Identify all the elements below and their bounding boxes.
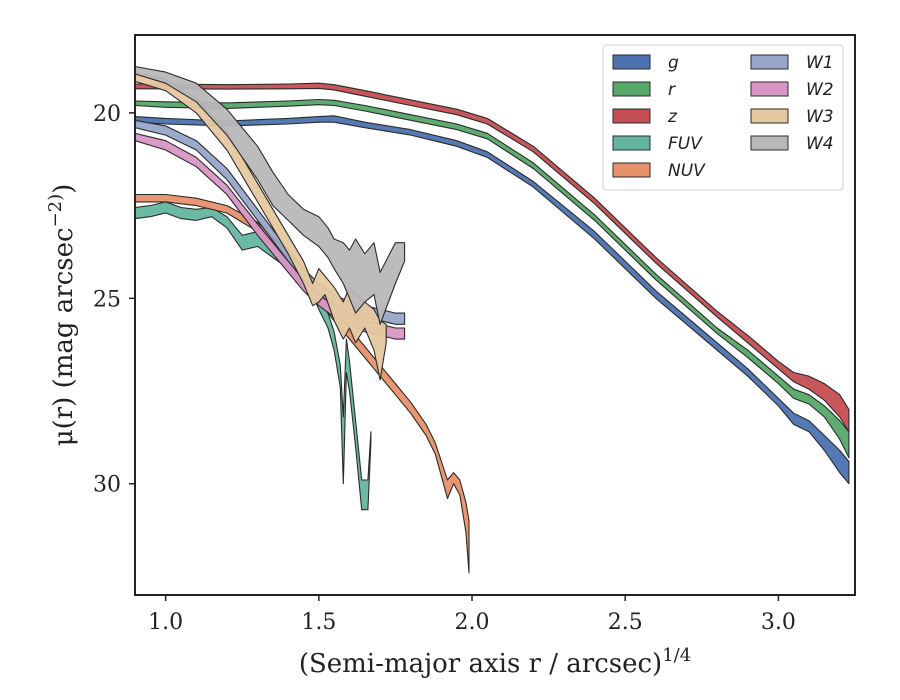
y-axis-label: μ(r) (mag arcsec−2)) — [45, 184, 79, 447]
legend-swatch-w4 — [750, 135, 789, 151]
band-z — [135, 82, 850, 433]
legend-label-fuv: FUV — [668, 134, 703, 154]
legend-swatch-r — [612, 81, 651, 97]
x-axis-label: (Semi-major axis r / arcsec)1/4 — [299, 645, 691, 679]
legend-swatch-w3 — [750, 108, 789, 124]
x-tick-label: 3.0 — [761, 610, 796, 635]
x-tick-label: 1.0 — [148, 610, 183, 635]
y-axis-ticks: 20 25 30 — [93, 102, 135, 498]
legend-swatch-w2 — [750, 81, 789, 97]
legend-box — [602, 44, 844, 191]
y-tick-label: 25 — [93, 287, 121, 312]
x-tick-label: 1.5 — [301, 610, 336, 635]
y-tick-label: 20 — [93, 102, 121, 127]
plot-frame — [134, 34, 856, 596]
legend-swatch-g — [612, 54, 651, 70]
legend-label-nuv: NUV — [668, 161, 706, 181]
legend-swatch-w1 — [750, 54, 789, 70]
legend-label-z: z — [667, 107, 678, 127]
y-tick-label: 30 — [93, 473, 121, 498]
legend-label-w1: W1 — [806, 53, 834, 73]
band-w4 — [135, 65, 406, 325]
x-tick-label: 2.0 — [455, 610, 490, 635]
x-tick-label: 2.5 — [608, 610, 643, 635]
legend-label-w3: W3 — [806, 107, 834, 127]
legend: grz FUV NUV W1 W2 W3 W4 — [602, 44, 844, 191]
legend-label-w4: W4 — [806, 134, 834, 154]
legend-swatch-fuv — [612, 135, 651, 151]
legend-swatch-nuv — [612, 162, 651, 178]
legend-label-w2: W2 — [806, 80, 834, 100]
legend-label-g: g — [668, 53, 679, 73]
band-r — [135, 98, 850, 459]
legend-label-r: r — [668, 80, 676, 100]
band-nuv — [135, 193, 470, 574]
x-axis-ticks: 1.0 1.5 2.0 2.5 3.0 — [148, 595, 796, 635]
band-g — [135, 115, 850, 485]
legend-swatch-z — [612, 108, 651, 124]
band-w3 — [135, 71, 387, 381]
band-w2 — [135, 132, 406, 340]
profile-bands — [135, 65, 850, 574]
